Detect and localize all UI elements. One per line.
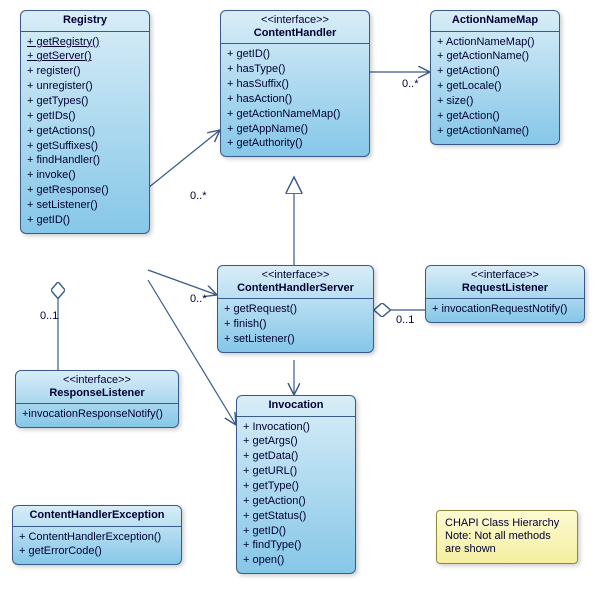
- title-actionnamemap: ActionNameMap: [431, 11, 559, 32]
- mult-chs-reql: 0..1: [396, 314, 414, 326]
- methods-invocation: + Invocation() + getArgs() + getData() +…: [237, 417, 355, 573]
- edge-registry-chs: [148, 270, 217, 295]
- methods-responselistener: +invocationResponseNotify(): [16, 404, 178, 427]
- mult-reg-rl: 0..1: [40, 310, 58, 322]
- mult-reg-ch: 0..*: [190, 190, 207, 202]
- methods-contenthandlerserver: + getRequest() + finish() + setListener(…: [218, 299, 373, 352]
- title-contenthandler: <<interface>> ContentHandler: [221, 11, 369, 44]
- methods-registry: + getRegistry() + getServer() + register…: [21, 32, 149, 233]
- class-contenthandlerexception: ContentHandlerException + ContentHandler…: [12, 505, 182, 565]
- methods-requestlistener: + invocationRequestNotify(): [426, 299, 584, 322]
- methods-actionnamemap: + ActionNameMap() + getActionName() + ge…: [431, 32, 559, 144]
- class-registry: Registry + getRegistry() + getServer() +…: [20, 10, 150, 234]
- class-responselistener: <<interface>> ResponseListener +invocati…: [15, 370, 179, 428]
- title-responselistener: <<interface>> ResponseListener: [16, 371, 178, 404]
- title-requestlistener: <<interface>> RequestListener: [426, 266, 584, 299]
- edge-registry-contenthandler: [148, 130, 220, 188]
- methods-contenthandlerexception: + ContentHandlerException() + getErrorCo…: [13, 527, 181, 565]
- methods-contenthandler: + getID() + hasType() + hasSuffix() + ha…: [221, 44, 369, 156]
- title-registry: Registry: [21, 11, 149, 32]
- class-requestlistener: <<interface>> RequestListener + invocati…: [425, 265, 585, 323]
- title-invocation: Invocation: [237, 396, 355, 417]
- mult-reg-chs: 0..*: [190, 293, 207, 305]
- title-contenthandlerexception: ContentHandlerException: [13, 506, 181, 527]
- mult-ch-anm: 0..*: [402, 78, 419, 90]
- class-contenthandlerserver: <<interface>> ContentHandlerServer + get…: [217, 265, 374, 353]
- title-contenthandlerserver: <<interface>> ContentHandlerServer: [218, 266, 373, 299]
- note-chapi: CHAPI Class Hierarchy Note: Not all meth…: [436, 510, 578, 564]
- class-actionnamemap: ActionNameMap + ActionNameMap() + getAct…: [430, 10, 560, 145]
- class-contenthandler: <<interface>> ContentHandler + getID() +…: [220, 10, 370, 157]
- class-invocation: Invocation + Invocation() + getArgs() + …: [236, 395, 356, 574]
